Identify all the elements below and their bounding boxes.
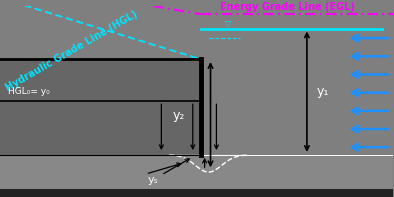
Text: y₂: y₂	[173, 109, 185, 122]
Bar	[0, 59, 201, 155]
Text: y₁: y₁	[317, 85, 329, 98]
Text: Energy Grade Line (EGL): Energy Grade Line (EGL)	[220, 2, 355, 12]
Bar	[0, 189, 394, 197]
Polygon shape	[169, 155, 248, 172]
Text: ▽: ▽	[225, 19, 231, 28]
Bar	[0, 155, 201, 197]
Text: yₛ: yₛ	[148, 175, 159, 185]
Text: Hydraulic Grade Line (HGL): Hydraulic Grade Line (HGL)	[4, 9, 139, 93]
Bar	[201, 155, 394, 197]
Text: HGL₀= y₀: HGL₀= y₀	[8, 87, 50, 97]
